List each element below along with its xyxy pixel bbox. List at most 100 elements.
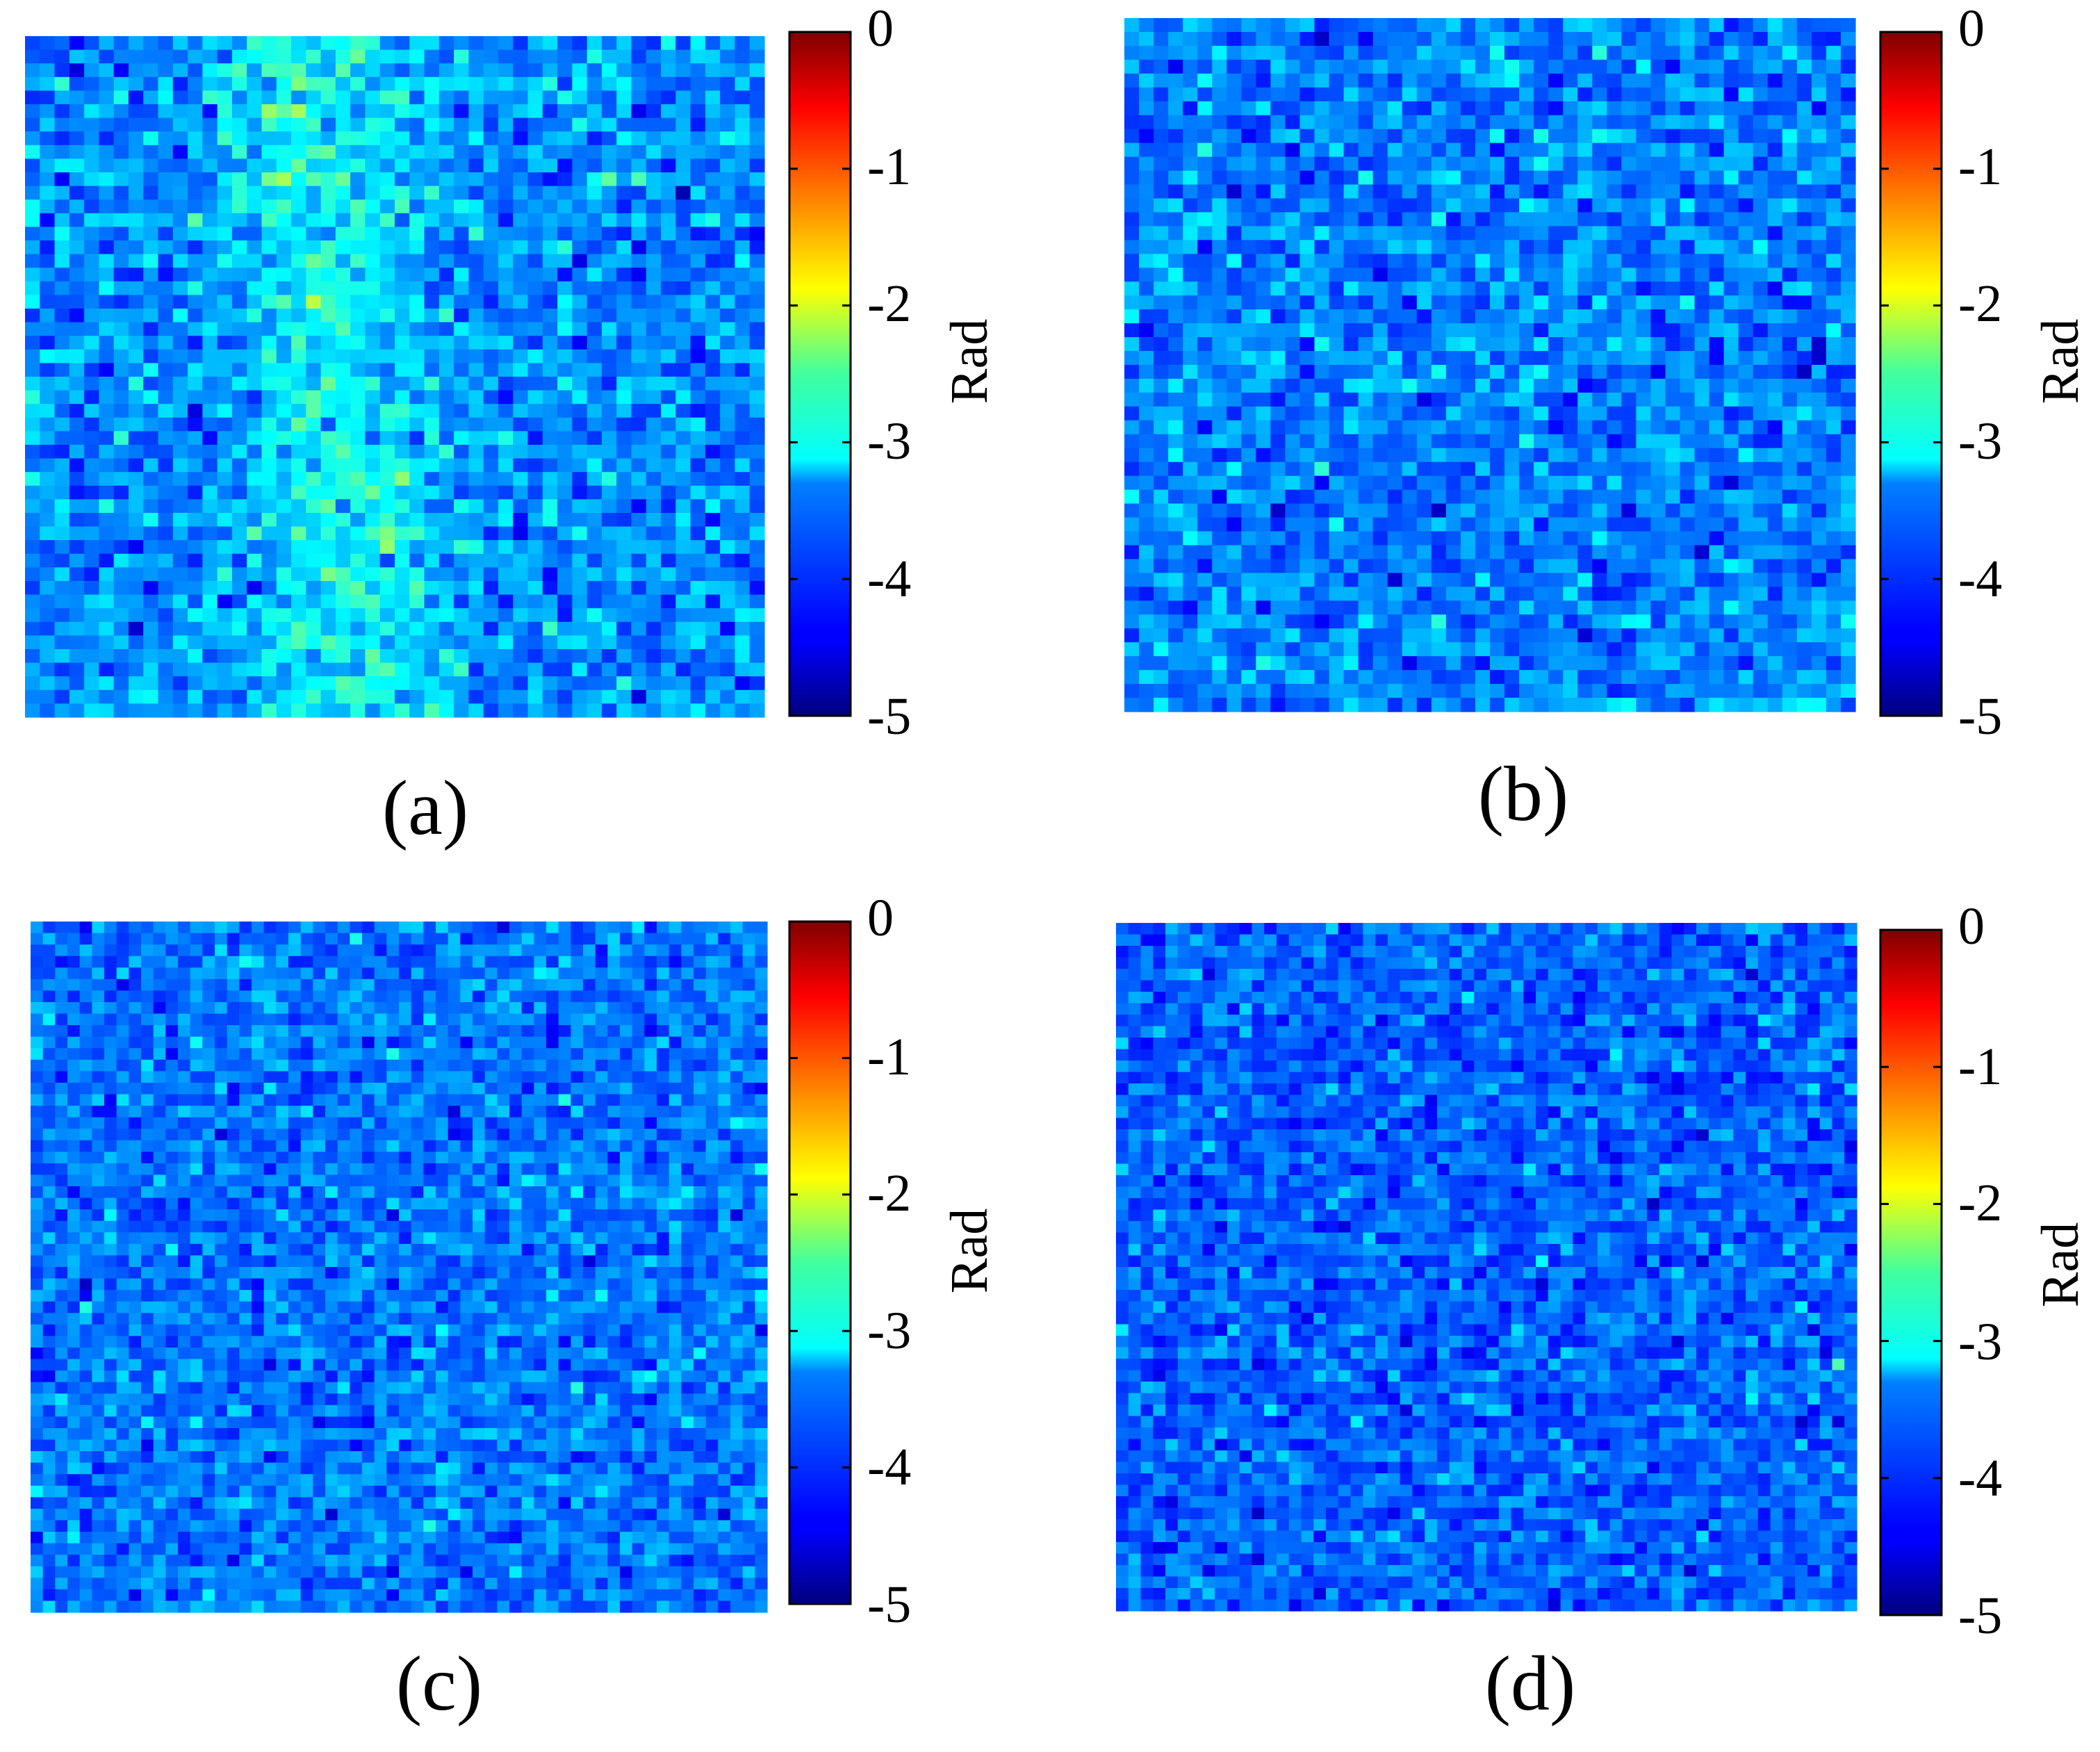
heatmap-cell [409, 703, 425, 718]
heatmap-cell [1840, 129, 1856, 144]
heatmap-cell [1183, 281, 1198, 296]
heatmap-cell [84, 485, 99, 500]
heatmap-cell [158, 227, 174, 241]
heatmap-cell [247, 553, 263, 568]
heatmap-cell [675, 76, 691, 91]
heatmap-cell [424, 254, 440, 268]
heatmap-cell [1753, 642, 1769, 657]
heatmap-cell [631, 295, 647, 309]
heatmap-cell [1168, 170, 1183, 186]
heatmap-cell [735, 336, 750, 350]
heatmap-cell [438, 240, 454, 255]
heatmap-cell [1314, 142, 1330, 158]
heatmap-cell [705, 676, 721, 691]
heatmap-cell [720, 526, 736, 541]
heatmap-cell [1431, 31, 1447, 47]
heatmap-cell [395, 540, 410, 555]
heatmap-cell [646, 254, 662, 268]
heatmap-cell [1665, 420, 1681, 435]
heatmap-cell [320, 431, 336, 445]
heatmap-cell [690, 540, 706, 555]
heatmap-cell [1680, 684, 1696, 698]
heatmap-cell [1402, 129, 1418, 144]
heatmap-cell [379, 172, 395, 187]
heatmap-cell [1416, 212, 1432, 227]
heatmap-cell [1592, 670, 1607, 685]
heatmap-cell [661, 390, 676, 404]
heatmap-cell [631, 689, 647, 704]
heatmap-cell [483, 553, 499, 568]
colorbar-tick-a-3: -3 [867, 412, 911, 470]
heatmap-cell [84, 145, 99, 159]
heatmap-cell [720, 377, 736, 391]
heatmap-cell [247, 158, 263, 173]
heatmap-cell [188, 172, 203, 187]
heatmap-cell [1299, 87, 1315, 102]
heatmap-cell [572, 281, 588, 295]
heatmap-cell [320, 172, 336, 187]
heatmap-cell [1431, 573, 1447, 587]
heatmap-cell [1285, 406, 1301, 421]
heatmap-cell [690, 485, 706, 500]
heatmap-cell [365, 36, 381, 51]
heatmap-cell [1139, 656, 1154, 671]
heatmap-cell [231, 649, 247, 664]
heatmap-cell [1767, 198, 1783, 213]
heatmap-cell [40, 553, 56, 568]
heatmap-cell [705, 117, 721, 132]
heatmap-cell [113, 336, 129, 350]
heatmap-cell [409, 567, 425, 582]
heatmap-cell [1650, 670, 1666, 685]
heatmap-cell [1636, 559, 1652, 573]
heatmap-cell [1212, 587, 1227, 601]
heatmap-cell [1563, 170, 1578, 186]
heatmap-cell [720, 431, 736, 445]
heatmap-cell [99, 472, 115, 486]
heatmap-cell [1490, 295, 1505, 310]
heatmap-cell [172, 227, 188, 241]
heatmap-cell [1270, 212, 1286, 227]
heatmap-cell [1592, 142, 1607, 158]
heatmap-cell [1548, 351, 1564, 366]
heatmap-cell [1709, 212, 1725, 227]
heatmap-cell [320, 322, 336, 336]
heatmap-cell [1431, 503, 1447, 518]
heatmap-cell [1738, 351, 1754, 366]
heatmap-cell [1577, 559, 1593, 573]
heatmap-cell [1241, 475, 1256, 491]
heatmap-cell [1636, 337, 1652, 352]
heatmap-cell [1490, 115, 1505, 130]
heatmap-cell [1592, 461, 1607, 477]
heatmap-cell [572, 377, 588, 391]
heatmap-cell [1563, 281, 1578, 296]
heatmap-cell [1154, 587, 1169, 601]
heatmap-cell [1767, 420, 1783, 435]
heatmap-cell [143, 689, 159, 704]
heatmap-cell [1753, 254, 1769, 268]
heatmap-cell [320, 295, 336, 309]
heatmap-cell [542, 90, 558, 105]
heatmap-cell [1738, 670, 1754, 685]
heatmap-cell [749, 553, 765, 568]
heatmap-cell [1445, 156, 1461, 172]
heatmap-cell [1504, 642, 1520, 657]
heatmap-cell [498, 377, 514, 391]
heatmap-cell [350, 635, 366, 650]
heatmap-cell [1475, 87, 1491, 102]
heatmap-cell [1826, 475, 1841, 491]
heatmap-cell [247, 404, 263, 418]
heatmap-cell [1534, 323, 1549, 338]
heatmap-cell [128, 49, 144, 64]
heatmap-cell [557, 417, 573, 432]
heatmap-cell [586, 309, 602, 323]
heatmap-cell [1534, 406, 1549, 421]
heatmap-cell [483, 131, 499, 146]
heatmap-cell [1372, 212, 1388, 227]
heatmap-cell [1358, 198, 1374, 213]
heatmap-cell [365, 309, 381, 323]
heatmap-cell [1504, 489, 1520, 505]
heatmap-cell [217, 145, 233, 159]
heatmap-cell [395, 621, 410, 636]
heatmap-cell [424, 322, 440, 336]
heatmap-cell [1343, 254, 1359, 268]
